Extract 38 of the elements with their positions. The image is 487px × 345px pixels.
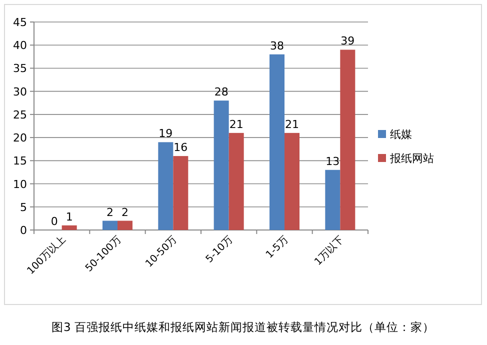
- bar: [118, 220, 132, 230]
- data-label: 2: [106, 206, 114, 219]
- data-label: 1: [66, 210, 73, 224]
- text: 图3 百强报纸中纸媒和报纸网站新闻报道被转载量情况对比（单位：家）: [52, 320, 434, 334]
- data-label: 13: [326, 154, 340, 168]
- bar: [62, 225, 77, 230]
- bar: [158, 142, 174, 230]
- x-tick-label: 1-5万: [264, 234, 291, 261]
- data-label: 39: [340, 34, 355, 48]
- data-label: 21: [229, 118, 244, 131]
- data-label: 21: [285, 118, 299, 131]
- bar: [270, 54, 284, 230]
- bar: [325, 170, 340, 230]
- y-tick-label: 5: [20, 200, 27, 214]
- y-tick-label: 30: [13, 85, 27, 98]
- bar: [214, 100, 229, 230]
- bar: [173, 156, 188, 230]
- y-tick-label: 20: [13, 132, 27, 145]
- y-tick-label: 15: [13, 154, 27, 168]
- y-tick-label: 45: [13, 16, 27, 29]
- y-tick-label: 10: [13, 178, 27, 191]
- bar: [102, 220, 118, 230]
- data-label: 38: [270, 39, 284, 52]
- bar: [340, 50, 356, 230]
- data-label: 16: [174, 141, 188, 154]
- y-tick-label: 25: [13, 108, 27, 122]
- legend-label: 报纸网站: [389, 152, 434, 165]
- data-label: 0: [50, 215, 58, 228]
- legend-label: 纸媒: [390, 128, 412, 141]
- data-label: 2: [122, 206, 128, 219]
- data-label: 19: [158, 127, 173, 140]
- y-tick-label: 35: [13, 62, 27, 76]
- data-label: 28: [214, 86, 228, 99]
- y-tick-label: 40: [13, 39, 27, 52]
- bar: [284, 132, 300, 230]
- bar: [228, 132, 244, 230]
- x-tick-label: 1万以下: [312, 234, 346, 268]
- y-tick-label: 0: [20, 224, 27, 237]
